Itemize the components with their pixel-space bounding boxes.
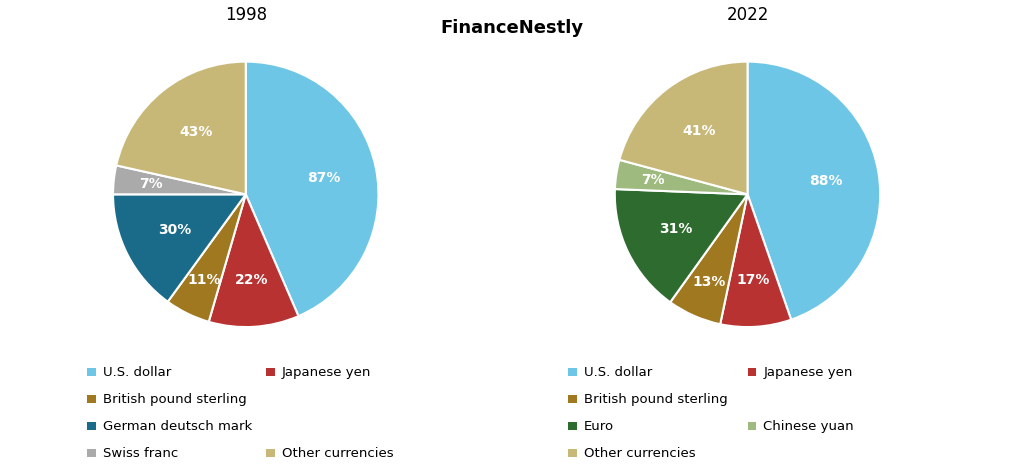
Text: Japanese yen: Japanese yen [282,365,372,379]
Text: Japanese yen: Japanese yen [763,365,853,379]
Text: 41%: 41% [682,124,716,138]
Text: Other currencies: Other currencies [584,447,695,460]
Wedge shape [113,194,246,302]
Wedge shape [748,62,881,319]
Text: Chinese yuan: Chinese yuan [763,419,854,433]
Wedge shape [246,62,379,316]
Text: 17%: 17% [736,273,770,287]
Text: 88%: 88% [809,174,843,188]
Text: Swiss franc: Swiss franc [102,447,178,460]
Text: British pound sterling: British pound sterling [102,392,247,406]
Text: 7%: 7% [641,173,665,187]
Title: 2022: 2022 [726,6,769,24]
Wedge shape [720,194,792,327]
Text: 31%: 31% [659,222,692,237]
Text: 7%: 7% [139,177,163,191]
Wedge shape [620,62,748,194]
Wedge shape [117,62,246,194]
Text: 87%: 87% [307,171,340,185]
Text: FinanceNestly: FinanceNestly [440,19,584,37]
Text: Other currencies: Other currencies [282,447,393,460]
Text: 13%: 13% [692,275,726,289]
Text: 11%: 11% [187,273,220,287]
Wedge shape [614,189,748,302]
Text: German deutsch mark: German deutsch mark [102,419,252,433]
Wedge shape [168,194,246,322]
Wedge shape [614,160,748,194]
Text: British pound sterling: British pound sterling [584,392,728,406]
Text: U.S. dollar: U.S. dollar [584,365,652,379]
Text: 22%: 22% [234,273,268,287]
Wedge shape [670,194,748,324]
Text: U.S. dollar: U.S. dollar [102,365,171,379]
Title: 1998: 1998 [224,6,267,24]
Wedge shape [113,165,246,194]
Text: 43%: 43% [179,125,213,139]
Text: Euro: Euro [584,419,614,433]
Text: 30%: 30% [158,224,191,237]
Wedge shape [209,194,298,327]
